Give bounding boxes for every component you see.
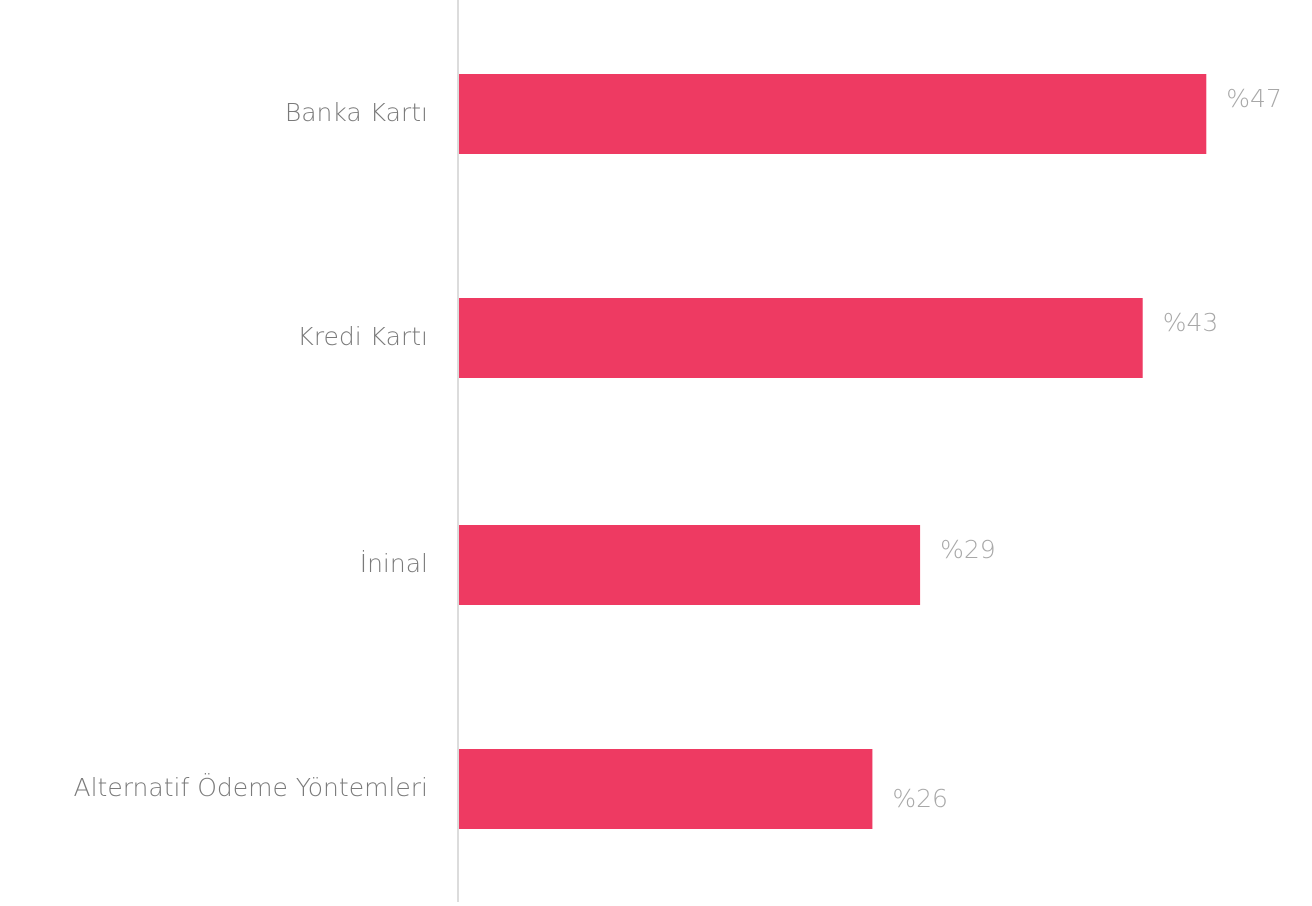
bar [459,749,873,829]
value-label: %29 [940,535,996,564]
value-label: %26 [892,784,948,813]
category-label: Kredi Kartı [297,322,428,351]
value-label: %43 [1163,308,1219,337]
category-label: Banka Kartı [285,98,428,127]
category-label: Alternatif Ödeme Yöntemleri [73,772,428,802]
bar [459,298,1143,378]
bar [459,525,921,605]
category-label: İninal [360,549,428,578]
bar [459,74,1207,154]
value-label: %47 [1226,84,1282,113]
